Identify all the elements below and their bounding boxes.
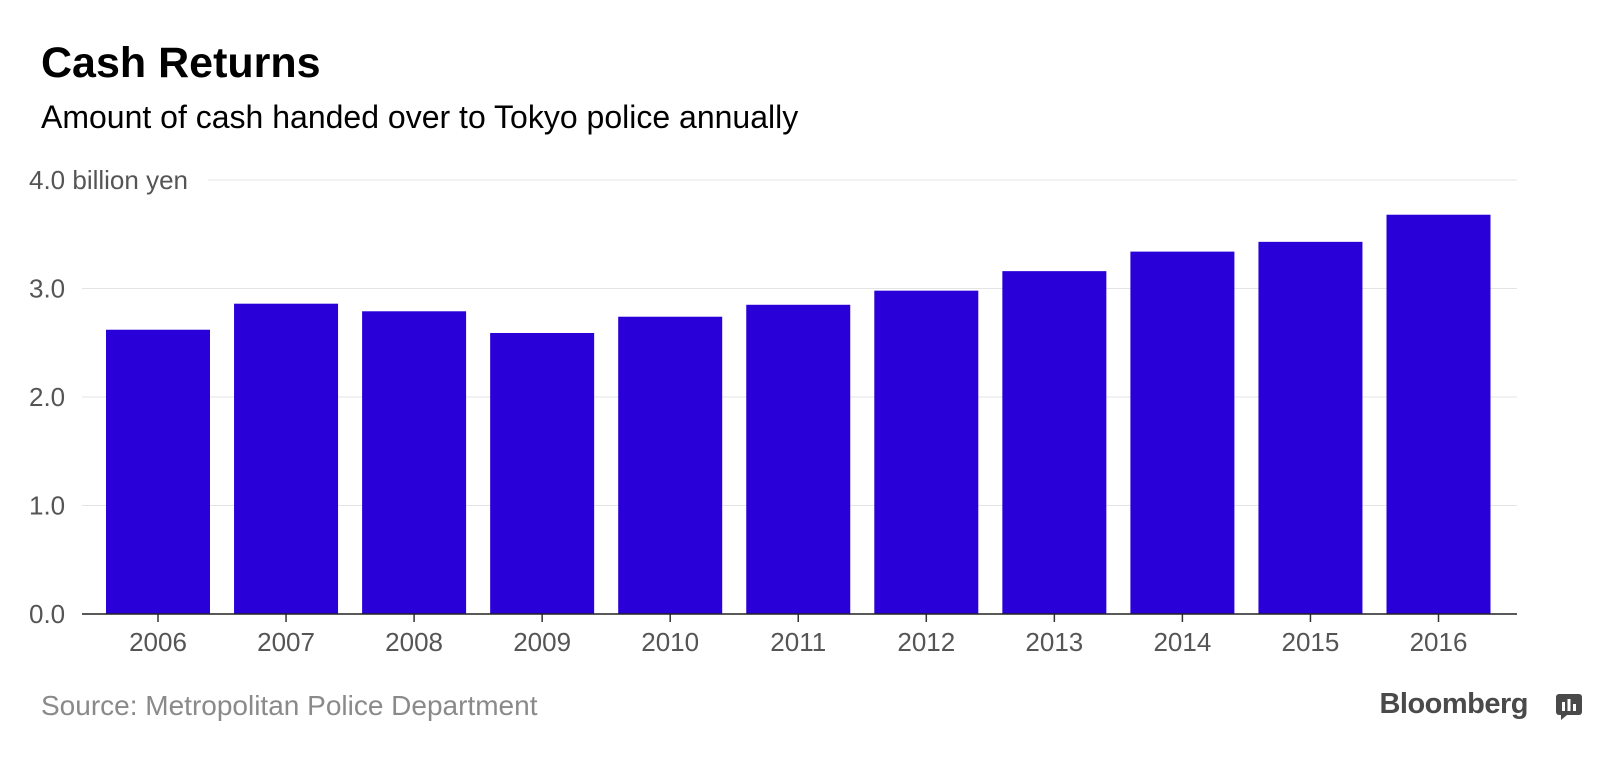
x-tick-label: 2011 [770, 627, 826, 657]
y-tick-label: 1.0 [29, 491, 65, 521]
y-tick-label: 3.0 [29, 274, 65, 304]
y-tick-label: 4.0 billion yen [29, 165, 188, 195]
bar-2010 [618, 316, 723, 614]
chart-subtitle: Amount of cash handed over to Tokyo poli… [41, 99, 799, 135]
x-tick-label: 2008 [385, 627, 443, 657]
brand-logo: Bloomberg [1379, 688, 1528, 720]
x-tick-label: 2010 [641, 627, 699, 657]
bar-2009 [490, 332, 595, 614]
x-tick-label: 2015 [1282, 627, 1340, 657]
bar-2015 [1258, 241, 1363, 614]
y-tick-label: 2.0 [29, 382, 65, 412]
bar-2012 [874, 290, 979, 614]
bar-2011 [746, 304, 851, 614]
y-axis-ticks: 0.0 1.0 2.0 3.0 4.0 billion yen [29, 165, 188, 629]
x-tick-label: 2014 [1153, 627, 1211, 657]
x-tick-label: 2007 [257, 627, 315, 657]
y-tick-label: 0.0 [29, 599, 65, 629]
x-tick-label: 2009 [513, 627, 571, 657]
x-tick-label: 2013 [1025, 627, 1083, 657]
bar-2014 [1130, 251, 1235, 615]
source-note: Source: Metropolitan Police Department [41, 690, 538, 721]
x-tick-label: 2006 [129, 627, 187, 657]
bar-2013 [1002, 271, 1107, 614]
chart-title: Cash Returns [41, 39, 321, 87]
x-tick-label: 2012 [897, 627, 955, 657]
x-axis-ticks: 2006 2007 2008 2009 2010 2011 2012 2013 2014 2015… [82, 613, 1517, 657]
bar-2008 [362, 311, 467, 614]
x-tick-label: 2016 [1410, 627, 1468, 657]
bar-2016 [1386, 214, 1491, 614]
bar-2006 [106, 329, 210, 614]
bars [106, 214, 1491, 615]
bloomberg-chart-icon [1556, 694, 1582, 720]
bar-2007 [234, 303, 339, 614]
